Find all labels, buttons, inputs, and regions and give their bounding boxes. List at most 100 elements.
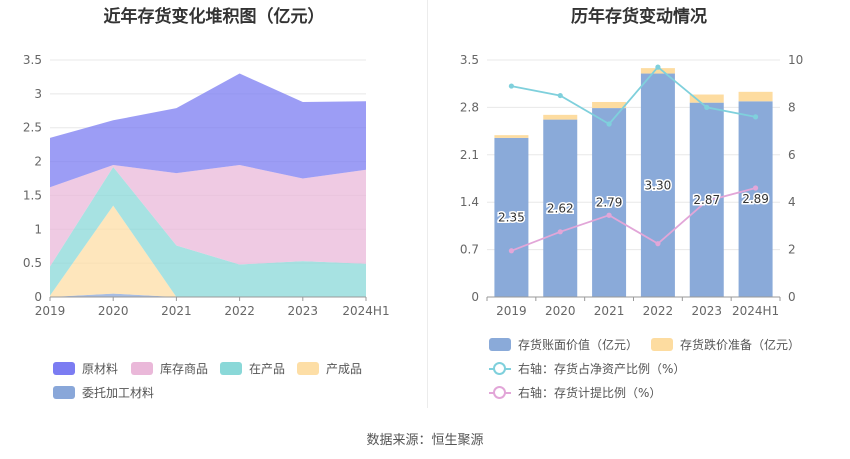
right-x-tick-label: 2020 [545, 304, 576, 318]
right-x-tick-label: 2024H1 [732, 304, 779, 318]
legend-item-raw[interactable]: 原材料 [53, 360, 118, 377]
bar-inventory-reserve [543, 114, 578, 120]
left-x-tick-label: 2019 [35, 304, 66, 318]
area-in_process [50, 167, 366, 297]
legend-item-consigned[interactable]: 委托加工材料 [53, 384, 154, 401]
legend-label: 原材料 [82, 362, 119, 376]
legend-swatch [53, 362, 75, 375]
bar-inventory-reserve [738, 91, 773, 102]
right-y-right-tick-label: 0 [788, 290, 796, 304]
bar-data-label: 2.35 [498, 210, 525, 224]
legend-swatch [489, 362, 511, 375]
line-line_provision [511, 187, 756, 252]
legend-label: 在产品 [249, 362, 286, 376]
left-x-tick-label: 2022 [224, 304, 255, 318]
bar-inventory-value [592, 108, 627, 297]
area-wip_goods [50, 165, 366, 267]
bar-inventory-reserve [640, 68, 675, 74]
left-x-tick-label: 2023 [288, 304, 319, 318]
bar-data-label: 2.79 [596, 196, 623, 210]
left-x-tick-label: 2021 [161, 304, 192, 318]
right-y-left-tick-label: 1.4 [460, 195, 479, 209]
legend-label: 委托加工材料 [82, 386, 155, 400]
bar-inventory-value [543, 119, 578, 298]
right-y-right-tick-label: 6 [788, 148, 796, 162]
legend-swatch [131, 362, 153, 375]
right-y-left-tick-label: 0 [471, 290, 479, 304]
bar-data-label: 2.87 [693, 193, 720, 207]
legend-label: 存货账面价值（亿元） [518, 338, 639, 352]
left-y-tick-label: 2 [34, 155, 42, 169]
bar-data-label: 2.89 [742, 192, 769, 206]
left-y-tick-label: 1 [34, 222, 42, 236]
left-y-tick-label: 2.5 [23, 121, 42, 135]
bar-inventory-reserve [494, 135, 529, 138]
bar-data-label: 3.30 [645, 178, 672, 192]
point-line_provision [557, 229, 563, 235]
area-raw [50, 73, 366, 188]
point-line_ratio [508, 83, 515, 89]
legend-swatch [297, 362, 319, 375]
right-y-right-tick-label: 4 [788, 195, 796, 209]
charts-canvas: 0 0.5 1 1.5 2 2.5 3 3.5 2019 2020 2021 2022 2023 2024… [23, 53, 803, 318]
left-chart-title: 近年存货变化堆积图（亿元） [103, 7, 325, 27]
point-line_ratio [752, 114, 759, 120]
legend-item-wip_goods[interactable]: 库存商品 [131, 360, 208, 377]
legend-label: 存货跌价准备（亿元） [680, 338, 801, 352]
point-line_ratio [704, 104, 710, 110]
legend-label: 右轴：存货计提比例（%） [518, 386, 662, 400]
right-y-right-tick-label: 8 [788, 100, 796, 114]
panel-divider [427, 0, 428, 408]
legend-item-finished[interactable]: 产成品 [297, 360, 362, 377]
area-finished [50, 205, 366, 297]
right-y-left-tick-label: 3.5 [460, 53, 479, 67]
legend-item-in_process[interactable]: 在产品 [220, 360, 285, 377]
bar-inventory-reserve [592, 101, 627, 109]
legend-label: 库存商品 [160, 362, 209, 376]
legend-swatch [53, 386, 75, 399]
right-y-right-tick-label: 2 [788, 243, 796, 257]
bar-inventory-reserve [689, 94, 724, 103]
left-x-tick-label: 2020 [98, 304, 129, 318]
bar-inventory-value [640, 73, 675, 298]
right-x-tick-label: 2023 [691, 304, 722, 318]
left-y-tick-label: 3.5 [23, 53, 42, 67]
legend-swatch [489, 386, 511, 399]
point-line_provision [606, 212, 612, 218]
right-x-tick-label: 2019 [496, 304, 527, 318]
legend-item-bar_value[interactable]: 存货账面价值（亿元） [489, 336, 638, 353]
left-y-tick-label: 0 [34, 290, 42, 304]
data-source-footer: 数据来源：恒生聚源 [366, 433, 484, 448]
legend-label: 右轴：存货占净资产比例（%） [518, 362, 686, 376]
right-y-left-tick-label: 2.8 [460, 100, 479, 114]
left-y-tick-label: 0.5 [23, 256, 42, 270]
point-line_provision [752, 185, 759, 191]
area-consigned [50, 293, 366, 297]
right-y-left-tick-label: 2.1 [460, 148, 479, 162]
right-x-tick-label: 2021 [594, 304, 625, 318]
legend-label: 产成品 [326, 362, 363, 376]
point-line_ratio [557, 92, 563, 99]
left-x-tick-label: 2024H1 [342, 304, 389, 318]
legend-swatch [651, 338, 673, 351]
legend-swatch [489, 338, 511, 351]
right-y-left-tick-label: 0.7 [460, 243, 479, 257]
line-line_ratio [511, 65, 756, 126]
right-x-tick-label: 2022 [643, 304, 674, 318]
legend-item-line_provision[interactable]: 右轴：存货计提比例（%） [489, 384, 661, 401]
legend-swatch [220, 362, 242, 375]
right-chart-title: 历年存货变动情况 [571, 7, 707, 27]
bar-inventory-value [738, 101, 773, 297]
point-line_ratio [655, 64, 661, 70]
left-y-tick-label: 1.5 [23, 188, 42, 202]
legend-item-line_ratio[interactable]: 右轴：存货占净资产比例（%） [489, 360, 685, 377]
legend-item-bar_reserve[interactable]: 存货跌价准备（亿元） [651, 336, 800, 353]
left-y-tick-label: 3 [34, 87, 42, 101]
point-line_provision [508, 248, 515, 254]
point-line_provision [655, 241, 661, 247]
point-line_provision [704, 198, 710, 204]
bar-data-label: 2.62 [547, 201, 574, 215]
point-line_ratio [606, 121, 612, 127]
bar-inventory-value [494, 137, 529, 297]
right-y-right-tick-label: 10 [788, 53, 803, 67]
